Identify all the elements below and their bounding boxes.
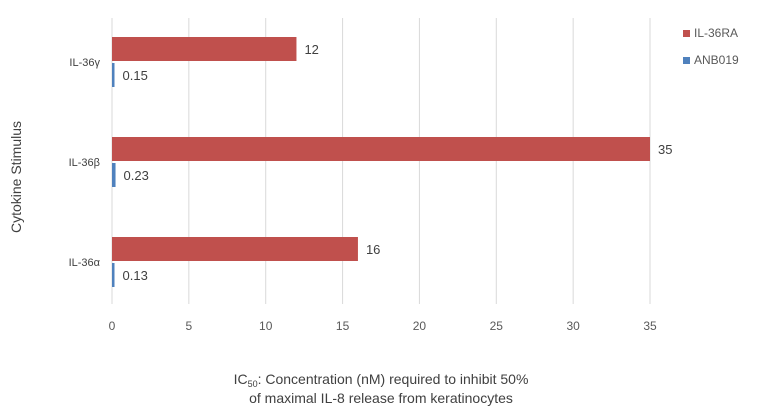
bar-data-labels: 12 0.15 35 0.23 16 0.13: [123, 42, 673, 283]
category-labels: IL-36γ IL-36β IL-36α: [69, 57, 101, 269]
x-axis-title-subscript: 50: [248, 379, 258, 389]
category-label: IL-36α: [69, 257, 101, 269]
data-label: 12: [304, 42, 318, 57]
x-axis-title-line1: IC50: Concentration (nM) required to inh…: [234, 371, 529, 389]
data-label: 0.15: [123, 68, 148, 83]
bar-il-36ra-2: [112, 137, 650, 161]
x-tick-label: 30: [566, 319, 580, 333]
data-label: 0.13: [123, 268, 148, 283]
x-tick-label: 0: [109, 319, 116, 333]
category-label: IL-36β: [69, 157, 100, 169]
x-tick-label: 15: [336, 319, 350, 333]
y-axis-title: Cytokine Stimulus: [8, 121, 24, 233]
data-label: 35: [658, 142, 672, 157]
data-label: 16: [366, 242, 380, 257]
x-axis-title-rest: : Concentration (nM) required to inhibit…: [258, 371, 529, 387]
bar-anb019-1: [112, 63, 115, 87]
x-tick-label: 35: [643, 319, 657, 333]
legend-swatch-il36ra: [683, 30, 690, 37]
bar-il-36ra-3: [112, 237, 358, 261]
x-tick-labels: 0 5 10 15 20 25 30 35: [109, 319, 657, 333]
x-axis-title-ic: IC: [234, 371, 248, 387]
bar-anb019-3: [112, 263, 115, 287]
x-axis-title-line2: of maximal IL-8 release from keratinocyt…: [249, 390, 513, 406]
x-tick-label: 10: [259, 319, 273, 333]
bars: [112, 37, 650, 287]
data-label: 0.23: [124, 168, 149, 183]
legend-label-anb019: ANB019: [694, 53, 739, 67]
bar-il-36ra-1: [112, 37, 297, 61]
legend: IL-36RA ANB019: [683, 26, 739, 67]
category-label: IL-36γ: [69, 57, 100, 69]
x-tick-label: 25: [490, 319, 504, 333]
legend-swatch-anb019: [683, 57, 690, 64]
x-tick-label: 20: [413, 319, 427, 333]
legend-label-il36ra: IL-36RA: [694, 26, 738, 40]
bar-anb019-2: [112, 163, 116, 187]
x-tick-label: 5: [186, 319, 193, 333]
